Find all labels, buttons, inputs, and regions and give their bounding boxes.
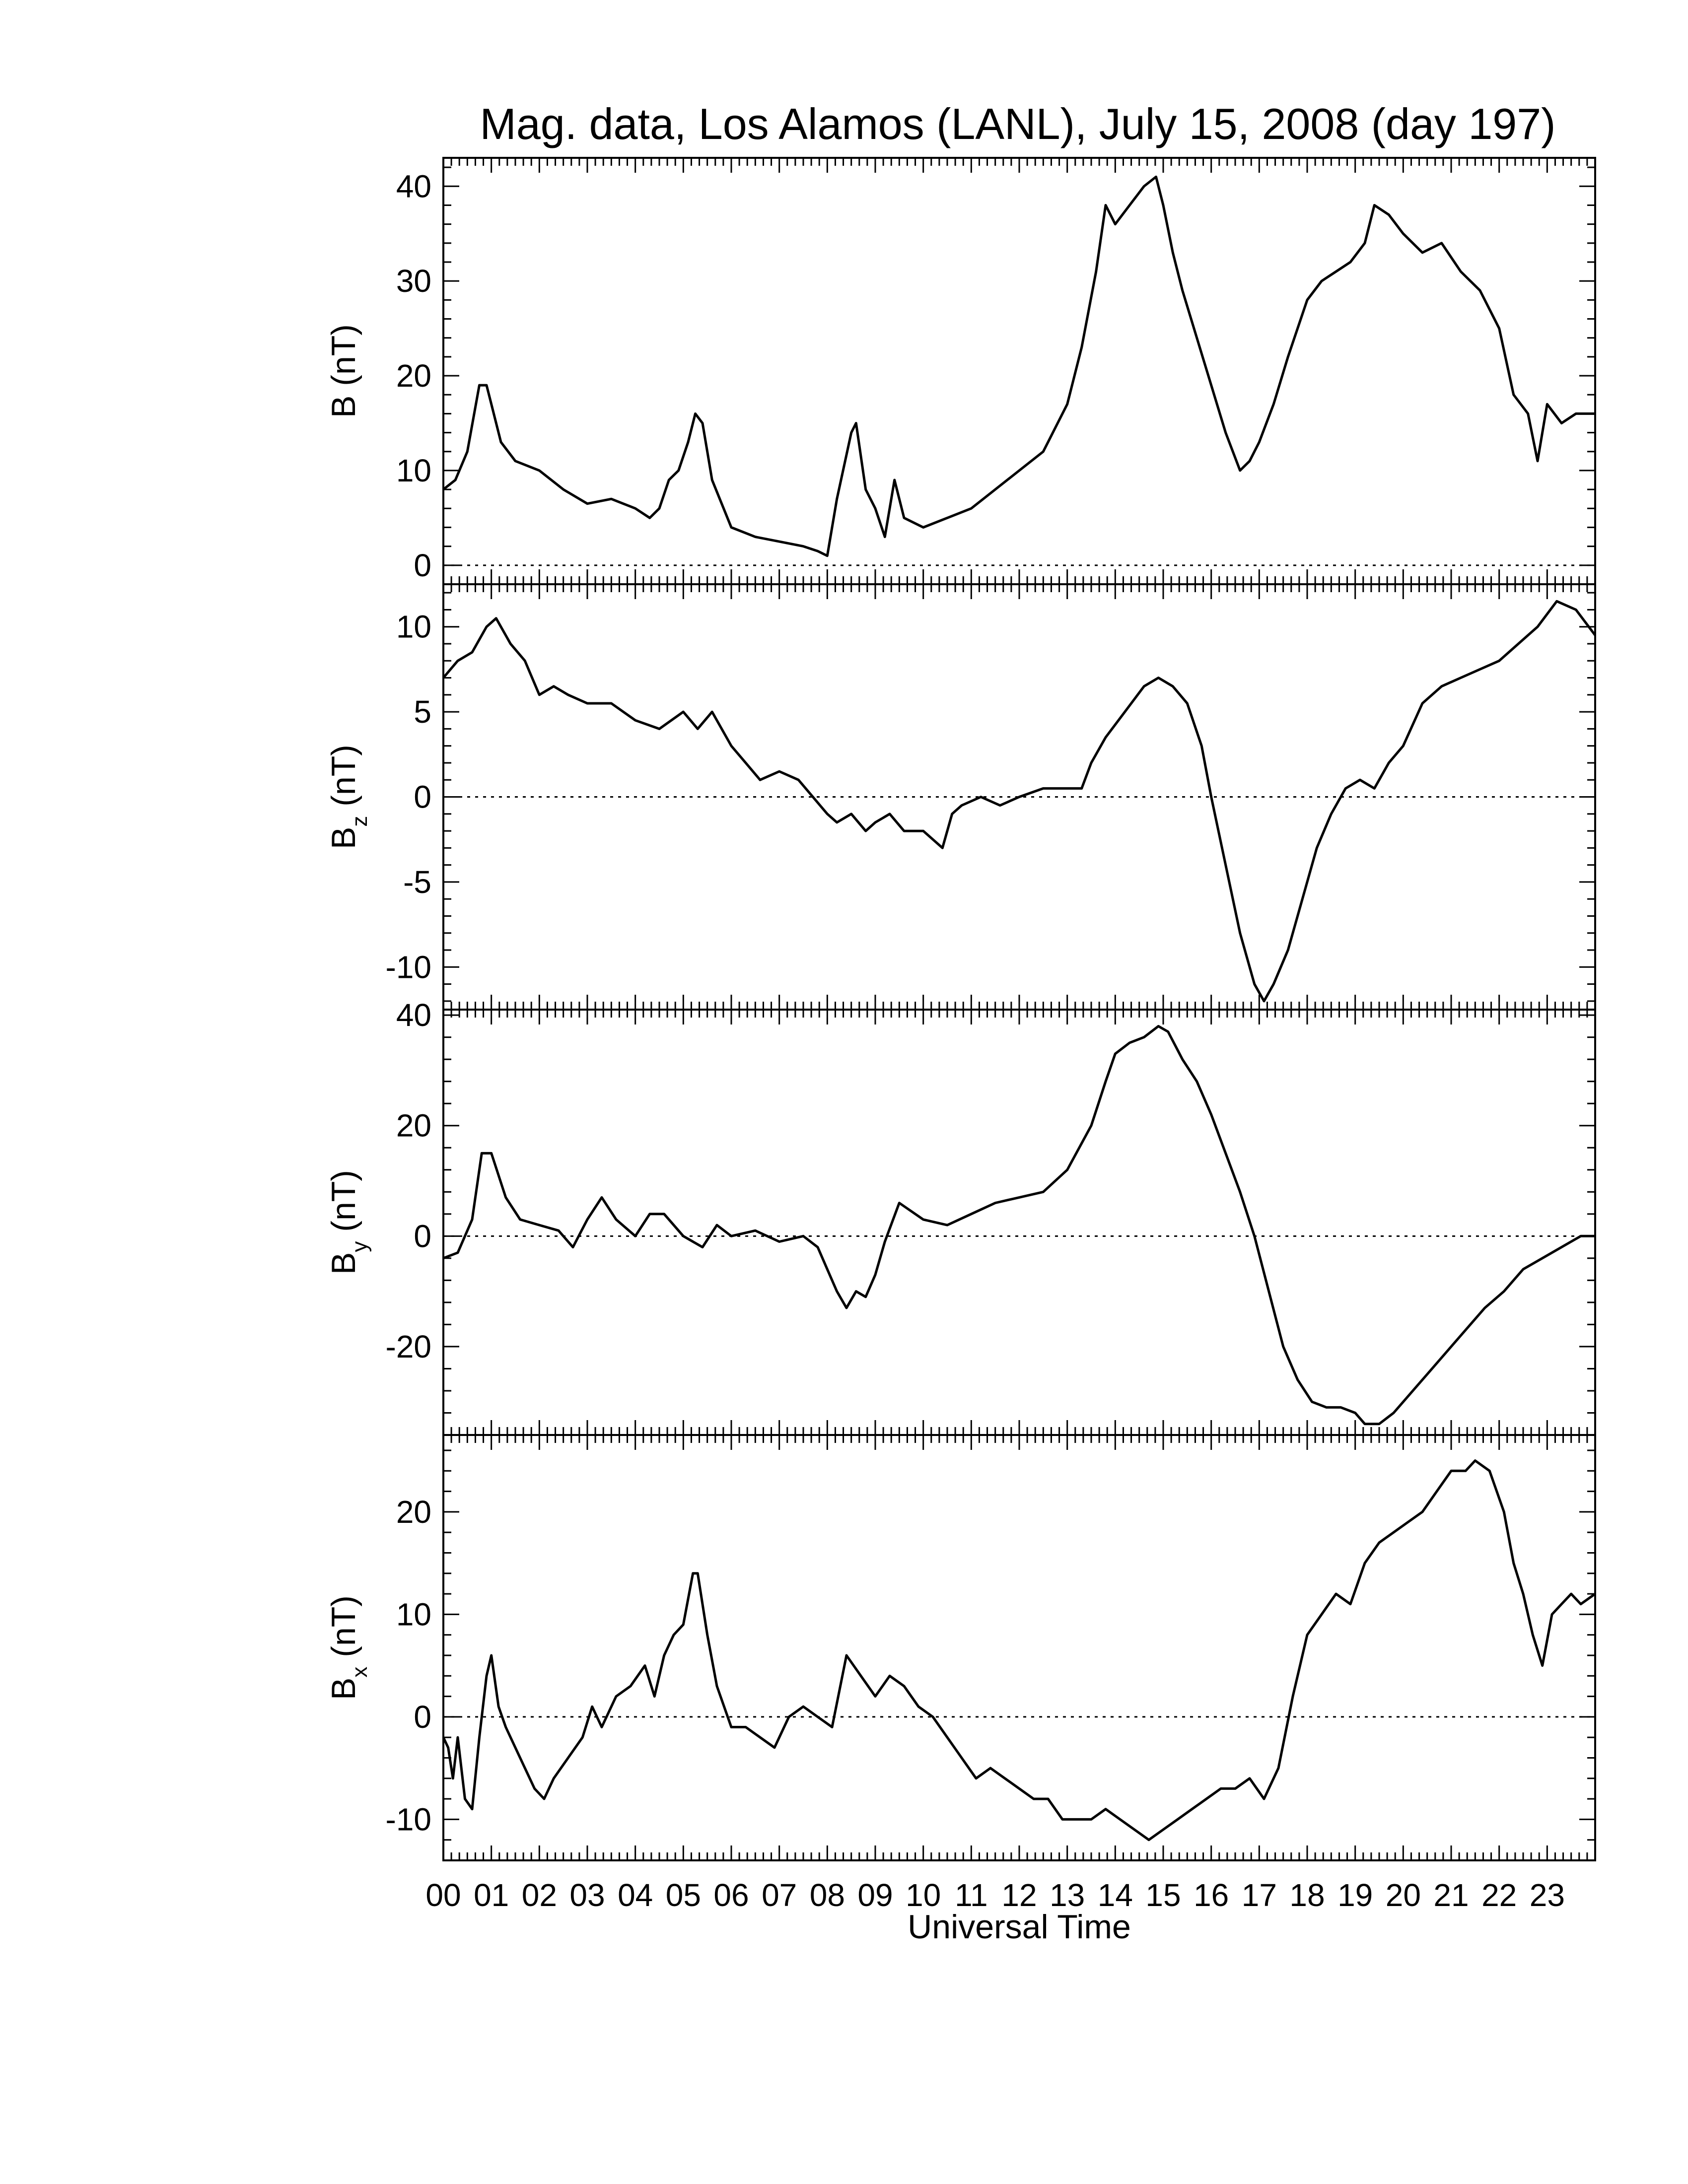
y-axis-label-unit: (nT) <box>325 745 362 816</box>
x-tick-label: 22 <box>1481 1877 1517 1913</box>
panel-bx: -10 0 10 20 Bx (nT) <box>325 1434 1596 1861</box>
y-axis-label: By (nT) <box>325 1170 372 1275</box>
x-tick-label: 16 <box>1194 1877 1229 1913</box>
y-tick-label: -5 <box>403 864 431 900</box>
y-axis-label-main: B <box>325 827 362 849</box>
y-tick-label: 20 <box>396 1494 431 1530</box>
y-tick-label: 0 <box>414 779 431 815</box>
series-b-line <box>442 175 1595 557</box>
panel-frame <box>442 1009 1596 1436</box>
panel-b: 0 10 20 30 40 B (nT) <box>325 157 1596 585</box>
x-tick-label: 02 <box>522 1877 557 1913</box>
x-tick-label: 14 <box>1098 1877 1133 1913</box>
x-tick-label: 21 <box>1433 1877 1469 1913</box>
x-axis-title: Universal Time <box>908 1908 1131 1946</box>
x-tick-label: 13 <box>1050 1877 1085 1913</box>
x-tick-label: 07 <box>762 1877 797 1913</box>
series-bz-line <box>442 600 1596 1003</box>
x-tick-label: 10 <box>906 1877 941 1913</box>
y-tick-label: -10 <box>386 949 432 985</box>
y-tick-label: 0 <box>414 1218 431 1254</box>
x-tick-label: 12 <box>1001 1877 1037 1913</box>
x-tick-label: 08 <box>810 1877 845 1913</box>
x-tick-label: 20 <box>1386 1877 1421 1913</box>
series-by-line <box>443 1024 1595 1426</box>
panel-frame <box>442 1434 1596 1861</box>
y-tick-label: 0 <box>414 1699 431 1735</box>
y-axis-label: Bx (nT) <box>325 1595 372 1700</box>
x-tick-label: 23 <box>1530 1877 1565 1913</box>
x-tick-label: 04 <box>618 1877 653 1913</box>
y-tick-label: 5 <box>414 694 431 730</box>
y-tick-label: 40 <box>396 168 431 204</box>
x-tick-label: 15 <box>1145 1877 1181 1913</box>
y-axis-label-unit: (nT) <box>325 1595 362 1667</box>
y-axis-label-subscript: z <box>348 816 372 827</box>
y-tick-label: 40 <box>396 997 431 1033</box>
y-tick-label: 20 <box>396 358 431 394</box>
y-axis-label: B (nT) <box>325 324 362 418</box>
y-tick-label: 20 <box>396 1108 431 1144</box>
x-axis: 00 01 02 03 04 05 06 07 08 09 10 11 12 13 14 15 16 17 18 19… <box>425 1877 1565 1913</box>
x-tick-label: 09 <box>857 1877 893 1913</box>
x-tick-label: 05 <box>666 1877 701 1913</box>
y-tick-label: 0 <box>414 547 431 583</box>
panel-by: -20 0 20 40 By (nT) <box>325 997 1596 1436</box>
x-tick-label: 19 <box>1337 1877 1373 1913</box>
y-axis-label-unit: (nT) <box>325 1170 362 1241</box>
y-tick-label: -10 <box>386 1801 432 1837</box>
series-bx-line <box>442 1459 1596 1842</box>
panel-frame <box>442 157 1596 585</box>
y-tick-label: 10 <box>396 609 431 645</box>
y-tick-label: 10 <box>396 453 431 488</box>
x-tick-label: 18 <box>1289 1877 1325 1913</box>
y-tick-label: -20 <box>386 1329 432 1365</box>
y-axis-label-main: B <box>325 1678 362 1700</box>
x-tick-label: 00 <box>425 1877 461 1913</box>
x-tick-label: 03 <box>569 1877 605 1913</box>
y-axis-label: Bz (nT) <box>325 745 372 849</box>
y-axis-label-main: B (nT) <box>325 324 362 418</box>
panels: 0 10 20 30 40 B (nT) -10 -5 0 5 10 Bz (nT) -20 0 20 40 B… <box>325 157 1596 1861</box>
y-tick-label: 30 <box>396 263 431 299</box>
x-tick-label: 06 <box>713 1877 749 1913</box>
panel-bz: -10 -5 0 5 10 Bz (nT) <box>325 583 1596 1011</box>
x-tick-label: 11 <box>955 1877 987 1913</box>
y-axis-label-main: B <box>325 1252 362 1275</box>
y-axis-label-subscript: y <box>348 1241 372 1252</box>
y-tick-label: 10 <box>396 1596 431 1632</box>
y-axis-label-subscript: x <box>348 1667 372 1678</box>
x-tick-label: 17 <box>1242 1877 1277 1913</box>
x-tick-label: 01 <box>474 1877 509 1913</box>
chart-title: Mag. data, Los Alamos (LANL), July 15, 2… <box>480 99 1556 148</box>
